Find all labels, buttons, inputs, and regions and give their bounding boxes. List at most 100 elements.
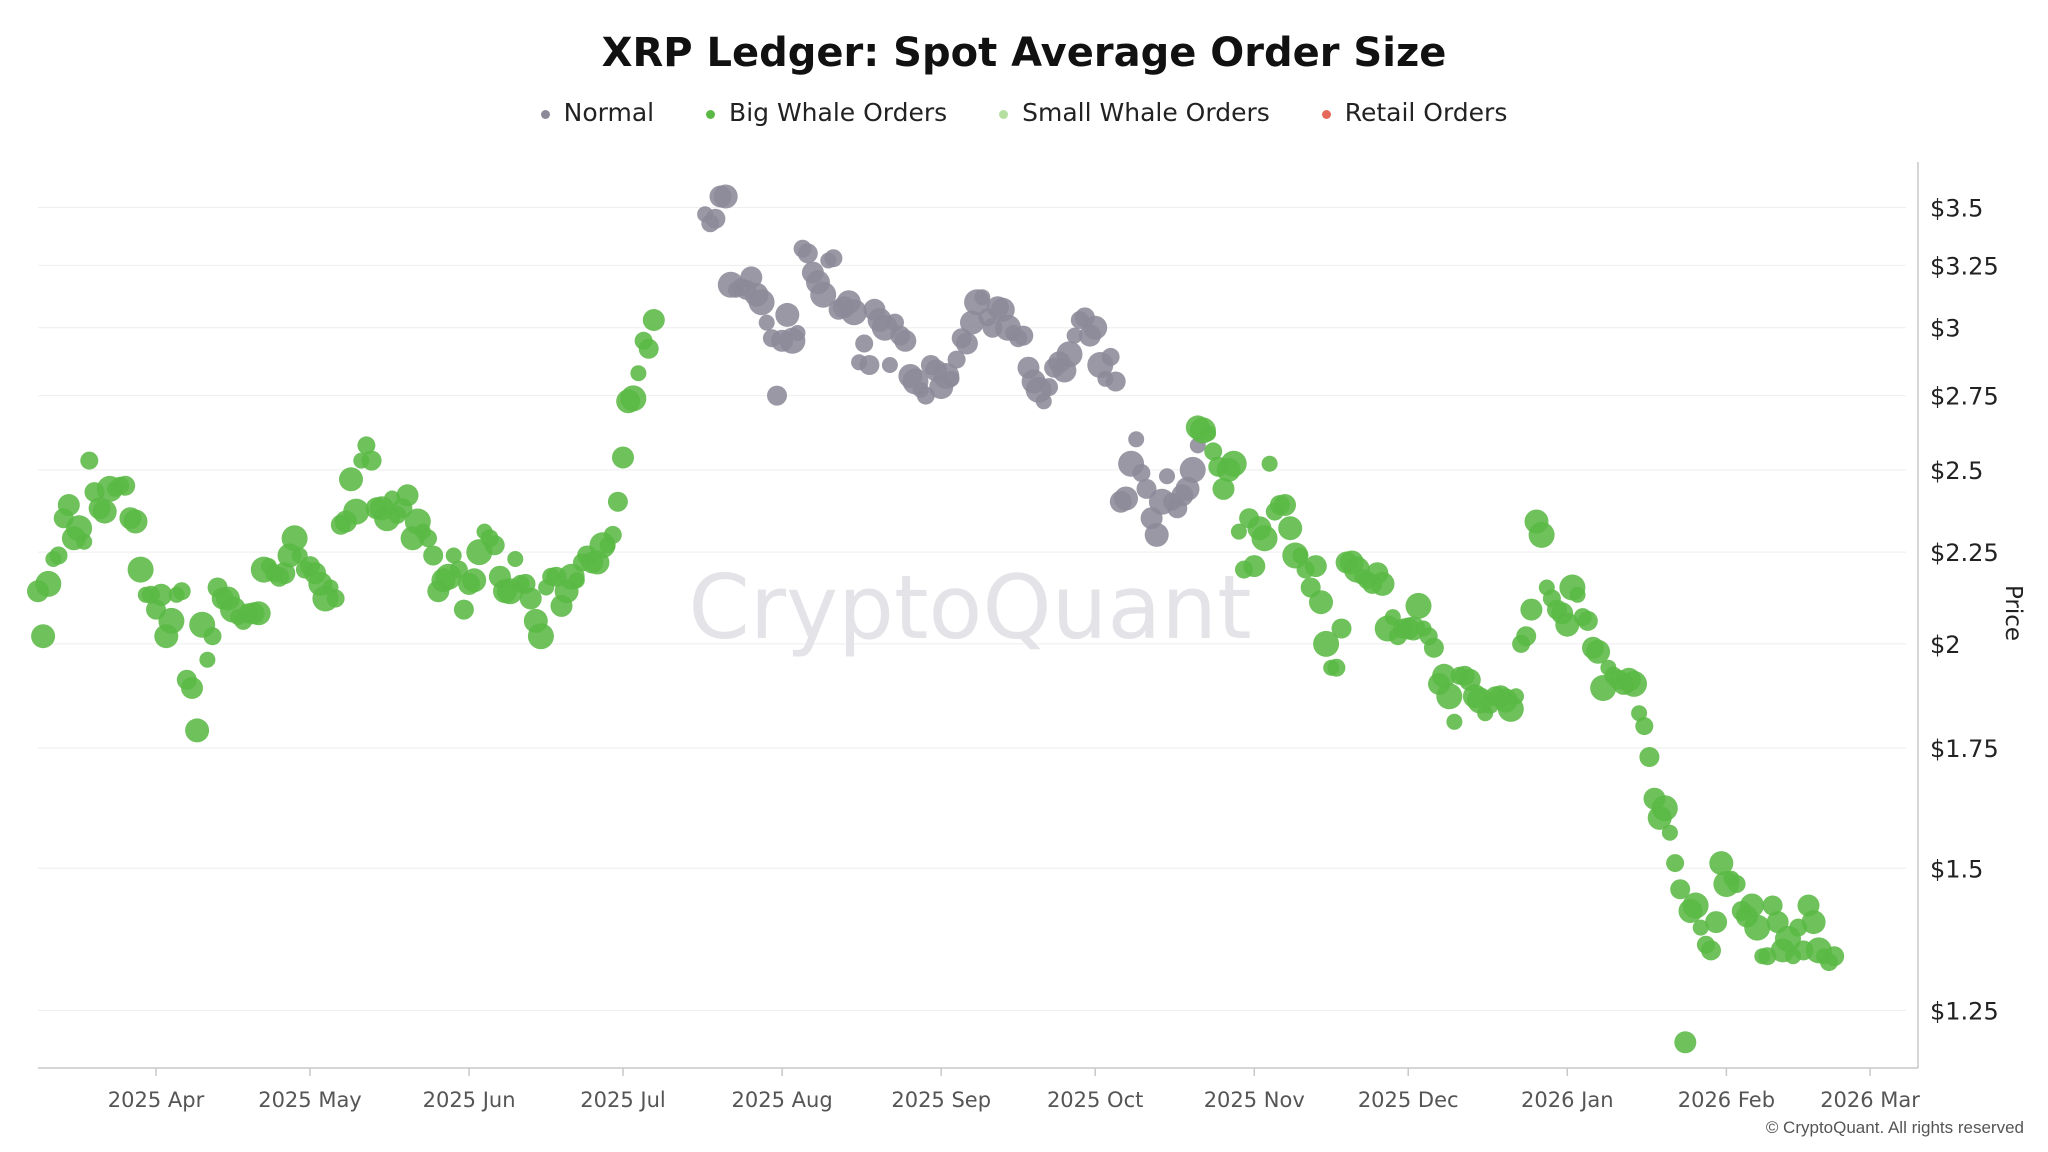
y-tick-label: $2.75 (1930, 383, 1999, 411)
point-big-whale-orders (507, 551, 524, 567)
point-normal (859, 355, 880, 375)
point-big-whale-orders (127, 556, 154, 583)
point-big-whale-orders (1278, 516, 1303, 541)
point-big-whale-orders (80, 451, 99, 470)
point-big-whale-orders (35, 570, 62, 597)
point-big-whale-orders (246, 601, 271, 626)
point-big-whale-orders (1261, 455, 1278, 472)
point-big-whale-orders (1331, 618, 1352, 639)
legend-label-retail-orders: Retail Orders (1344, 98, 1508, 127)
legend-item-normal[interactable]: Normal (540, 98, 655, 127)
point-normal (1013, 325, 1034, 346)
point-big-whale-orders (1313, 630, 1340, 657)
point-big-whale-orders (527, 623, 554, 650)
point-big-whale-orders (123, 509, 148, 534)
legend-label-normal: Normal (563, 98, 655, 127)
point-normal (1179, 456, 1206, 483)
point-big-whale-orders (1423, 637, 1444, 658)
point-big-whale-orders (396, 484, 419, 507)
point-big-whale-orders (1709, 851, 1734, 876)
y-tick-label: $2.25 (1930, 539, 1999, 567)
point-big-whale-orders (1661, 824, 1678, 841)
point-big-whale-orders (1304, 555, 1327, 578)
y-axis-label: Price (2000, 585, 2026, 641)
x-tick-label: 2025 Jun (423, 1088, 516, 1112)
legend-marker-retail-orders (1321, 109, 1331, 119)
legend-label-big-whale-orders: Big Whale Orders (729, 98, 948, 127)
x-tick-label: 2025 Oct (1047, 1088, 1143, 1112)
point-big-whale-orders (519, 587, 542, 610)
point-normal (1159, 468, 1175, 485)
point-big-whale-orders (49, 546, 68, 565)
point-big-whale-orders (1230, 523, 1247, 540)
legend: Normal Big Whale Orders Small Whale Orde… (0, 98, 2048, 127)
point-big-whale-orders (1801, 910, 1826, 935)
point-big-whale-orders (1327, 658, 1346, 677)
axes (38, 162, 1919, 1069)
point-big-whale-orders (343, 498, 370, 525)
x-axis-ticks: 2025 Apr 2025 May 2025 Jun 2025 Jul 2025 Aug… (108, 1068, 1920, 1112)
point-big-whale-orders (1446, 713, 1463, 730)
point-big-whale-orders (1520, 598, 1543, 621)
point-normal (1101, 347, 1120, 366)
point-normal (1066, 327, 1083, 344)
point-normal (1128, 431, 1145, 448)
legend-label-small-whale-orders: Small Whale Orders (1022, 98, 1270, 127)
point-big-whale-orders (57, 494, 80, 516)
point-normal (1040, 378, 1058, 397)
point-big-whale-orders (281, 525, 308, 552)
point-big-whale-orders (1682, 892, 1709, 919)
point-big-whale-orders (1274, 494, 1296, 516)
point-big-whale-orders (1577, 610, 1598, 631)
point-big-whale-orders (1727, 875, 1746, 893)
point-normal (1105, 371, 1126, 392)
y-tick-label: $1.75 (1930, 735, 1999, 763)
point-big-whale-orders (1740, 893, 1764, 918)
point-big-whale-orders (203, 627, 222, 646)
x-tick-label: 2025 Jul (580, 1088, 665, 1112)
point-big-whale-orders (1639, 747, 1660, 767)
point-big-whale-orders (92, 499, 117, 524)
point-big-whale-orders (1292, 547, 1309, 564)
point-normal (881, 357, 898, 373)
data-points (27, 184, 1845, 1054)
point-big-whale-orders (620, 385, 647, 412)
point-normal (1136, 478, 1157, 499)
legend-item-retail-orders[interactable]: Retail Orders (1321, 98, 1508, 127)
point-big-whale-orders (1220, 450, 1247, 477)
point-big-whale-orders (76, 533, 93, 550)
point-normal (1056, 341, 1083, 368)
point-normal (767, 385, 787, 406)
point-big-whale-orders (1651, 795, 1678, 822)
y-axis-ticks: $1.25 $1.5 $1.75 $2 $2.25 $2.5 $2.75 $3 $3.25 $3.… (1930, 195, 1999, 1026)
y-tick-label: $3 (1930, 315, 1961, 343)
point-big-whale-orders (185, 718, 210, 743)
point-big-whale-orders (339, 467, 363, 492)
x-tick-label: 2025 May (258, 1088, 362, 1112)
point-big-whale-orders (1200, 425, 1217, 442)
point-big-whale-orders (199, 651, 216, 668)
point-normal (960, 310, 984, 335)
point-big-whale-orders (1569, 586, 1586, 603)
legend-item-small-whale-orders[interactable]: Small Whale Orders (999, 98, 1270, 127)
x-tick-label: 2026 Mar (1820, 1088, 1920, 1112)
point-big-whale-orders (419, 529, 437, 548)
point-normal (943, 370, 960, 387)
point-normal (855, 334, 874, 353)
point-big-whale-orders (1621, 670, 1647, 697)
y-tick-label: $2.5 (1930, 457, 1983, 485)
legend-marker-big-whale-orders (706, 109, 716, 119)
x-tick-label: 2025 Apr (108, 1088, 205, 1112)
point-big-whale-orders (1516, 626, 1537, 647)
point-big-whale-orders (1508, 688, 1524, 705)
legend-item-big-whale-orders[interactable]: Big Whale Orders (706, 98, 947, 127)
x-tick-label: 2026 Feb (1678, 1088, 1775, 1112)
point-big-whale-orders (449, 560, 468, 579)
point-big-whale-orders (150, 583, 173, 606)
point-big-whale-orders (1701, 940, 1721, 961)
legend-marker-small-whale-orders (999, 109, 1009, 119)
point-big-whale-orders (1762, 895, 1783, 916)
point-big-whale-orders (1251, 525, 1278, 552)
point-big-whale-orders (453, 599, 474, 620)
